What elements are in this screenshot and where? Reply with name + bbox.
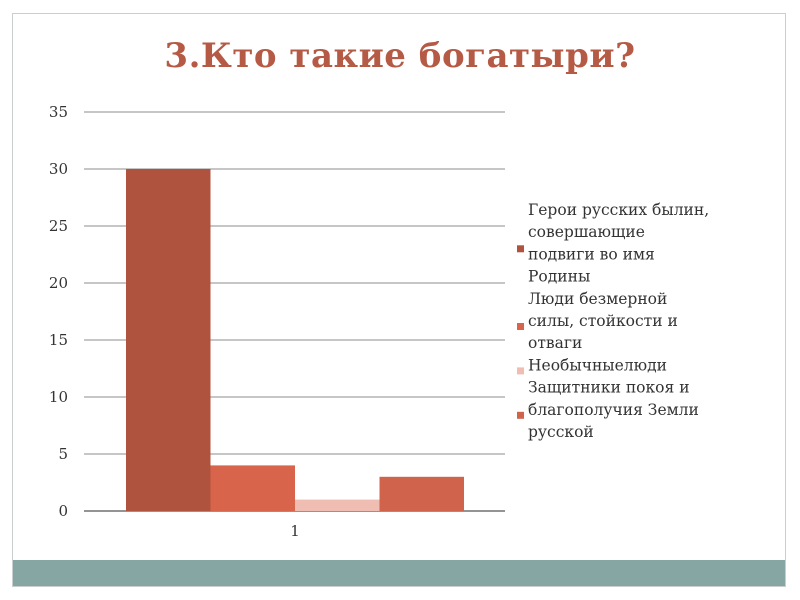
y-tick-label: 15 (49, 331, 68, 349)
legend-swatch-1 (517, 245, 524, 253)
bar-3 (295, 499, 380, 511)
legend-swatch-3 (517, 367, 524, 375)
legend-label-1: Родины (528, 268, 590, 286)
y-tick-label: 10 (49, 388, 68, 406)
legend-swatch-4 (517, 411, 524, 419)
y-tick-label: 0 (58, 502, 68, 520)
legend-label-2: силы, стойкости и (528, 312, 678, 330)
bottom-band (13, 560, 785, 586)
y-tick-label: 5 (58, 445, 68, 463)
legend-label-4: благополучия Земли (528, 401, 699, 419)
legend-swatch-2 (517, 323, 524, 330)
legend-label-4: Защитники покоя и (528, 379, 690, 397)
bar-2 (210, 465, 295, 511)
legend-label-2: отваги (528, 334, 582, 352)
y-tick-label: 25 (49, 217, 68, 235)
legend-label-1: совершающие (528, 223, 645, 241)
legend-label-3: Необычныелюди (528, 356, 667, 374)
legend-label-2: Люди безмерной (528, 290, 667, 308)
legend-label-1: подвиги во имя (528, 245, 655, 263)
x-tick-label: 1 (290, 522, 300, 540)
y-tick-label: 35 (49, 103, 68, 121)
legend-label-1: Герои русских былин, (528, 201, 709, 219)
bar-4 (379, 476, 464, 511)
y-tick-label: 30 (49, 160, 68, 178)
y-tick-label: 20 (49, 274, 68, 292)
chart-title: 3.Кто такие богатыри? (164, 36, 636, 76)
legend-label-4: русской (528, 423, 594, 441)
bar-1 (126, 169, 211, 511)
